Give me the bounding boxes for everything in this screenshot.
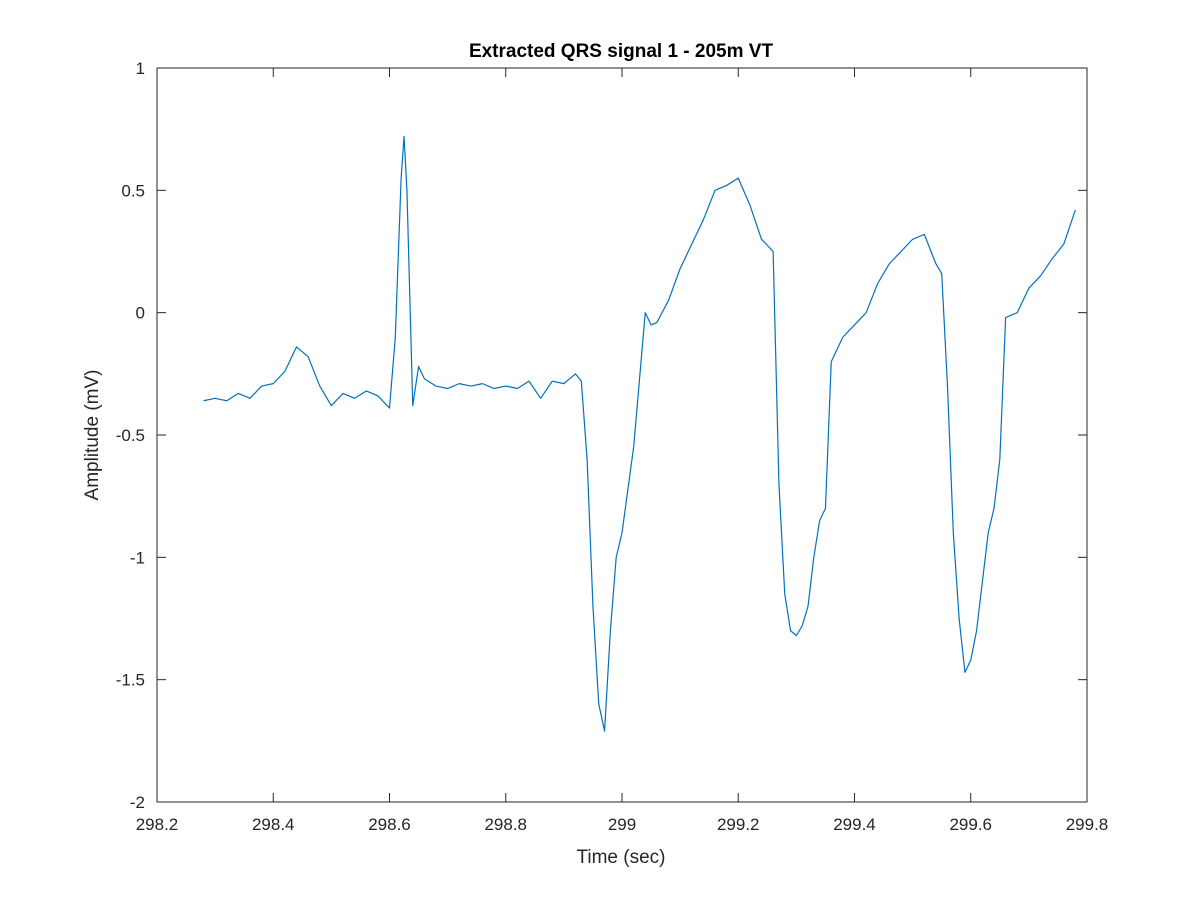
x-tick-label: 298.6	[368, 815, 411, 834]
x-tick-label: 299.4	[833, 815, 876, 834]
x-tick-label: 299	[608, 815, 636, 834]
y-tick-label: 0	[136, 304, 145, 323]
x-tick-label: 298.8	[484, 815, 527, 834]
axes-box	[156, 67, 1088, 803]
chart-title: Extracted QRS signal 1 - 205m VT	[469, 41, 774, 62]
ticks	[156, 67, 1088, 803]
y-tick-label: 1	[136, 59, 145, 78]
x-tick-label: 298.4	[252, 815, 295, 834]
y-tick-label: -2	[130, 793, 145, 812]
y-axis-label: Amplitude (mV)	[82, 370, 103, 501]
x-tick-label: 299.8	[1066, 815, 1109, 834]
series-line	[203, 135, 1076, 732]
x-tick-label: 299.2	[717, 815, 760, 834]
x-tick-label: 299.6	[949, 815, 992, 834]
y-tick-label: -1	[130, 548, 145, 567]
y-tick-label: -1.5	[116, 671, 145, 690]
y-tick-label: -0.5	[116, 426, 145, 445]
y-tick-label: 0.5	[121, 181, 145, 200]
plot-area: 298.2 298.4 298.6 298.8 299 299.2 299.4 299.6 29…	[116, 59, 1109, 834]
tick-labels: 298.2 298.4 298.6 298.8 299 299.2 299.4 299.6 29…	[116, 59, 1109, 834]
x-tick-label: 298.2	[136, 815, 179, 834]
x-axis-label: Time (sec)	[576, 847, 665, 868]
